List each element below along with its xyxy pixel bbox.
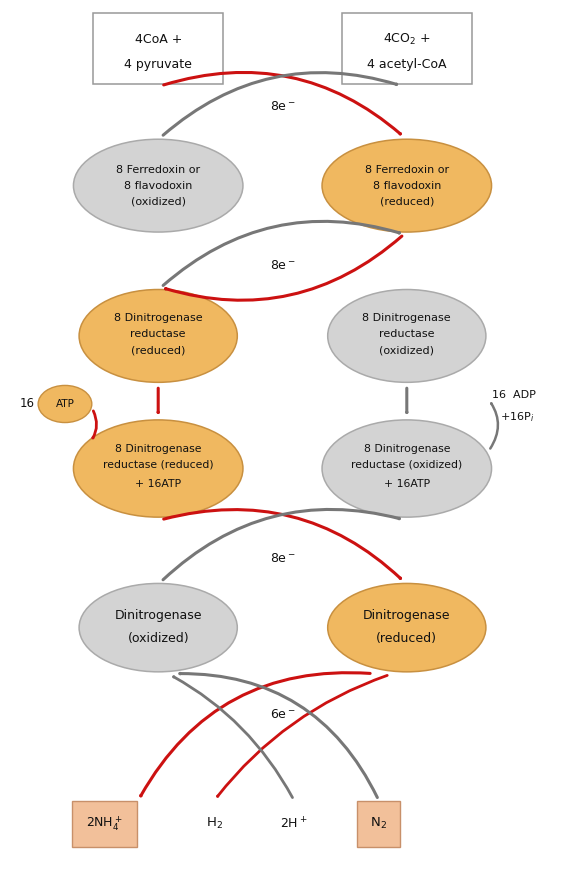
Ellipse shape [38,385,92,423]
Text: 8e$^-$: 8e$^-$ [270,259,295,271]
Text: 16  ADP: 16 ADP [492,390,536,400]
Text: 4CoA +: 4CoA + [134,34,182,46]
Text: 8e$^-$: 8e$^-$ [270,100,295,112]
Text: (oxidized): (oxidized) [127,632,189,644]
Text: 6e$^-$: 6e$^-$ [270,708,295,720]
Ellipse shape [322,139,492,232]
FancyBboxPatch shape [358,801,400,847]
Text: 2H$^+$: 2H$^+$ [280,816,307,832]
Text: reductase: reductase [379,329,434,339]
Text: (reduced): (reduced) [380,196,434,207]
Text: 2NH$_4^+$: 2NH$_4^+$ [86,814,123,834]
Text: 4 pyruvate: 4 pyruvate [124,58,192,71]
Ellipse shape [328,583,486,672]
Ellipse shape [79,289,237,382]
Text: Dinitrogenase: Dinitrogenase [363,609,450,621]
Text: reductase: reductase [131,329,186,339]
Text: (oxidized): (oxidized) [379,345,434,355]
Text: (reduced): (reduced) [131,345,185,355]
Text: + 16ATP: + 16ATP [135,479,181,490]
Text: + 16ATP: + 16ATP [384,479,430,490]
Ellipse shape [322,420,492,517]
Text: 16: 16 [20,398,34,410]
Text: 8e$^-$: 8e$^-$ [270,552,295,565]
Text: 8 Dinitrogenase: 8 Dinitrogenase [363,313,451,324]
Text: Dinitrogenase: Dinitrogenase [115,609,202,621]
Ellipse shape [79,583,237,672]
Text: 8 Dinitrogenase: 8 Dinitrogenase [115,444,202,454]
FancyBboxPatch shape [342,13,472,84]
Text: reductase (oxidized): reductase (oxidized) [351,460,462,470]
Text: (oxidized): (oxidized) [131,196,186,207]
Ellipse shape [73,139,243,232]
Text: 8 Ferredoxin or: 8 Ferredoxin or [116,164,200,175]
Text: ATP: ATP [55,399,75,409]
Text: reductase (reduced): reductase (reduced) [103,460,214,470]
Text: H$_2$: H$_2$ [206,816,223,832]
Ellipse shape [73,420,243,517]
Text: (reduced): (reduced) [376,632,437,644]
Text: 4 acetyl-CoA: 4 acetyl-CoA [367,58,446,71]
FancyBboxPatch shape [93,13,223,84]
Text: 8 Dinitrogenase: 8 Dinitrogenase [114,313,202,324]
Ellipse shape [328,289,486,382]
Text: 8 Dinitrogenase: 8 Dinitrogenase [363,444,450,454]
Text: 8 Ferredoxin or: 8 Ferredoxin or [365,164,449,175]
Text: +16P$_i$: +16P$_i$ [500,410,534,424]
Text: N$_2$: N$_2$ [370,816,387,832]
Text: 8 flavodoxin: 8 flavodoxin [124,180,193,191]
Text: 4CO$_2$ +: 4CO$_2$ + [383,32,431,48]
FancyBboxPatch shape [72,801,137,847]
Text: 8 flavodoxin: 8 flavodoxin [372,180,441,191]
